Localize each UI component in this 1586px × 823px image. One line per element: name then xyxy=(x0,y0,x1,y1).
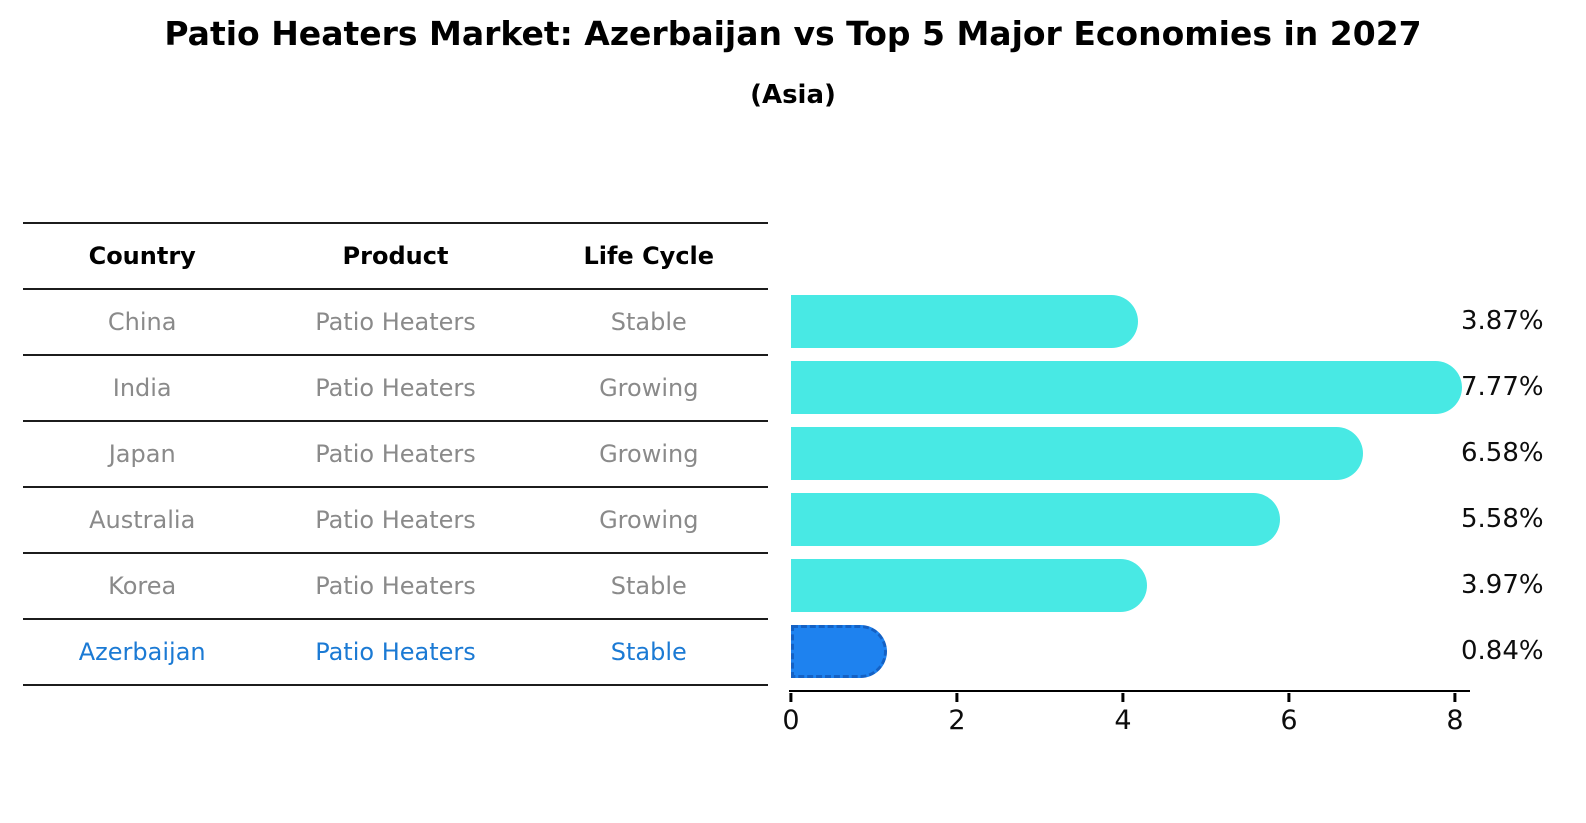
x-axis-tick-2: 2 xyxy=(948,693,966,736)
tick-mark xyxy=(955,693,959,702)
x-axis-line xyxy=(789,690,1470,692)
x-axis-tick-6: 6 xyxy=(1280,693,1298,736)
life-cycle-cell: Growing xyxy=(599,374,699,402)
table-row-japan: Japan Patio Heaters Growing xyxy=(23,422,768,488)
bar-japan xyxy=(791,426,1364,480)
x-axis-tick-label: 2 xyxy=(948,705,966,736)
x-axis-tick-label: 0 xyxy=(782,705,800,736)
column-header-country: Country xyxy=(88,242,196,270)
bar-korea xyxy=(791,558,1147,612)
bar-india xyxy=(791,360,1462,414)
country-cell: China xyxy=(107,308,177,336)
bar-azerbaijan xyxy=(791,624,887,678)
value-label-korea: 3.97% xyxy=(1461,569,1544,600)
country-table: Country Product Life Cycle China Patio H… xyxy=(23,222,768,686)
column-header-product: Product xyxy=(342,242,449,270)
x-axis-tick-4: 4 xyxy=(1114,693,1132,736)
life-cycle-cell: Stable xyxy=(610,638,687,666)
country-cell: India xyxy=(112,374,172,402)
life-cycle-cell: Stable xyxy=(610,308,687,336)
product-cell: Patio Heaters xyxy=(315,440,476,468)
x-axis-tick-0: 0 xyxy=(782,693,800,736)
x-axis-tick-8: 8 xyxy=(1446,693,1464,736)
product-cell: Patio Heaters xyxy=(315,572,476,600)
product-cell: Patio Heaters xyxy=(315,308,476,336)
table-row-australia: Australia Patio Heaters Growing xyxy=(23,488,768,554)
country-cell: Australia xyxy=(89,506,196,534)
chart-subtitle: (Asia) xyxy=(750,80,836,110)
tick-mark xyxy=(789,693,793,702)
product-cell: Patio Heaters xyxy=(315,374,476,402)
x-axis-tick-label: 8 xyxy=(1446,705,1464,736)
country-cell: Azerbaijan xyxy=(78,638,206,666)
column-header-life-cycle: Life Cycle xyxy=(583,242,715,270)
tick-mark xyxy=(1287,693,1291,702)
value-label-china: 3.87% xyxy=(1461,305,1544,336)
country-cell: Japan xyxy=(108,440,176,468)
bar-china xyxy=(791,294,1139,348)
x-axis-tick-label: 6 xyxy=(1280,705,1298,736)
value-label-australia: 5.58% xyxy=(1461,503,1544,534)
value-label-japan: 6.58% xyxy=(1461,437,1544,468)
product-cell: Patio Heaters xyxy=(315,638,476,666)
table-header-row: Country Product Life Cycle xyxy=(23,222,768,290)
life-cycle-cell: Growing xyxy=(599,506,699,534)
tick-mark xyxy=(1121,693,1125,702)
table-row-korea: Korea Patio Heaters Stable xyxy=(23,554,768,620)
value-label-india: 7.77% xyxy=(1461,371,1544,402)
table-row-india: India Patio Heaters Growing xyxy=(23,356,768,422)
country-cell: Korea xyxy=(108,572,177,600)
life-cycle-cell: Stable xyxy=(610,572,687,600)
table-row-azerbaijan: Azerbaijan Patio Heaters Stable xyxy=(23,620,768,686)
value-label-azerbaijan: 0.84% xyxy=(1461,635,1544,666)
product-cell: Patio Heaters xyxy=(315,506,476,534)
table-row-china: China Patio Heaters Stable xyxy=(23,290,768,356)
chart-title: Patio Heaters Market: Azerbaijan vs Top … xyxy=(164,14,1422,53)
life-cycle-cell: Growing xyxy=(599,440,699,468)
x-axis-tick-label: 4 xyxy=(1114,705,1132,736)
bar-australia xyxy=(791,492,1281,546)
tick-mark xyxy=(1453,693,1457,702)
